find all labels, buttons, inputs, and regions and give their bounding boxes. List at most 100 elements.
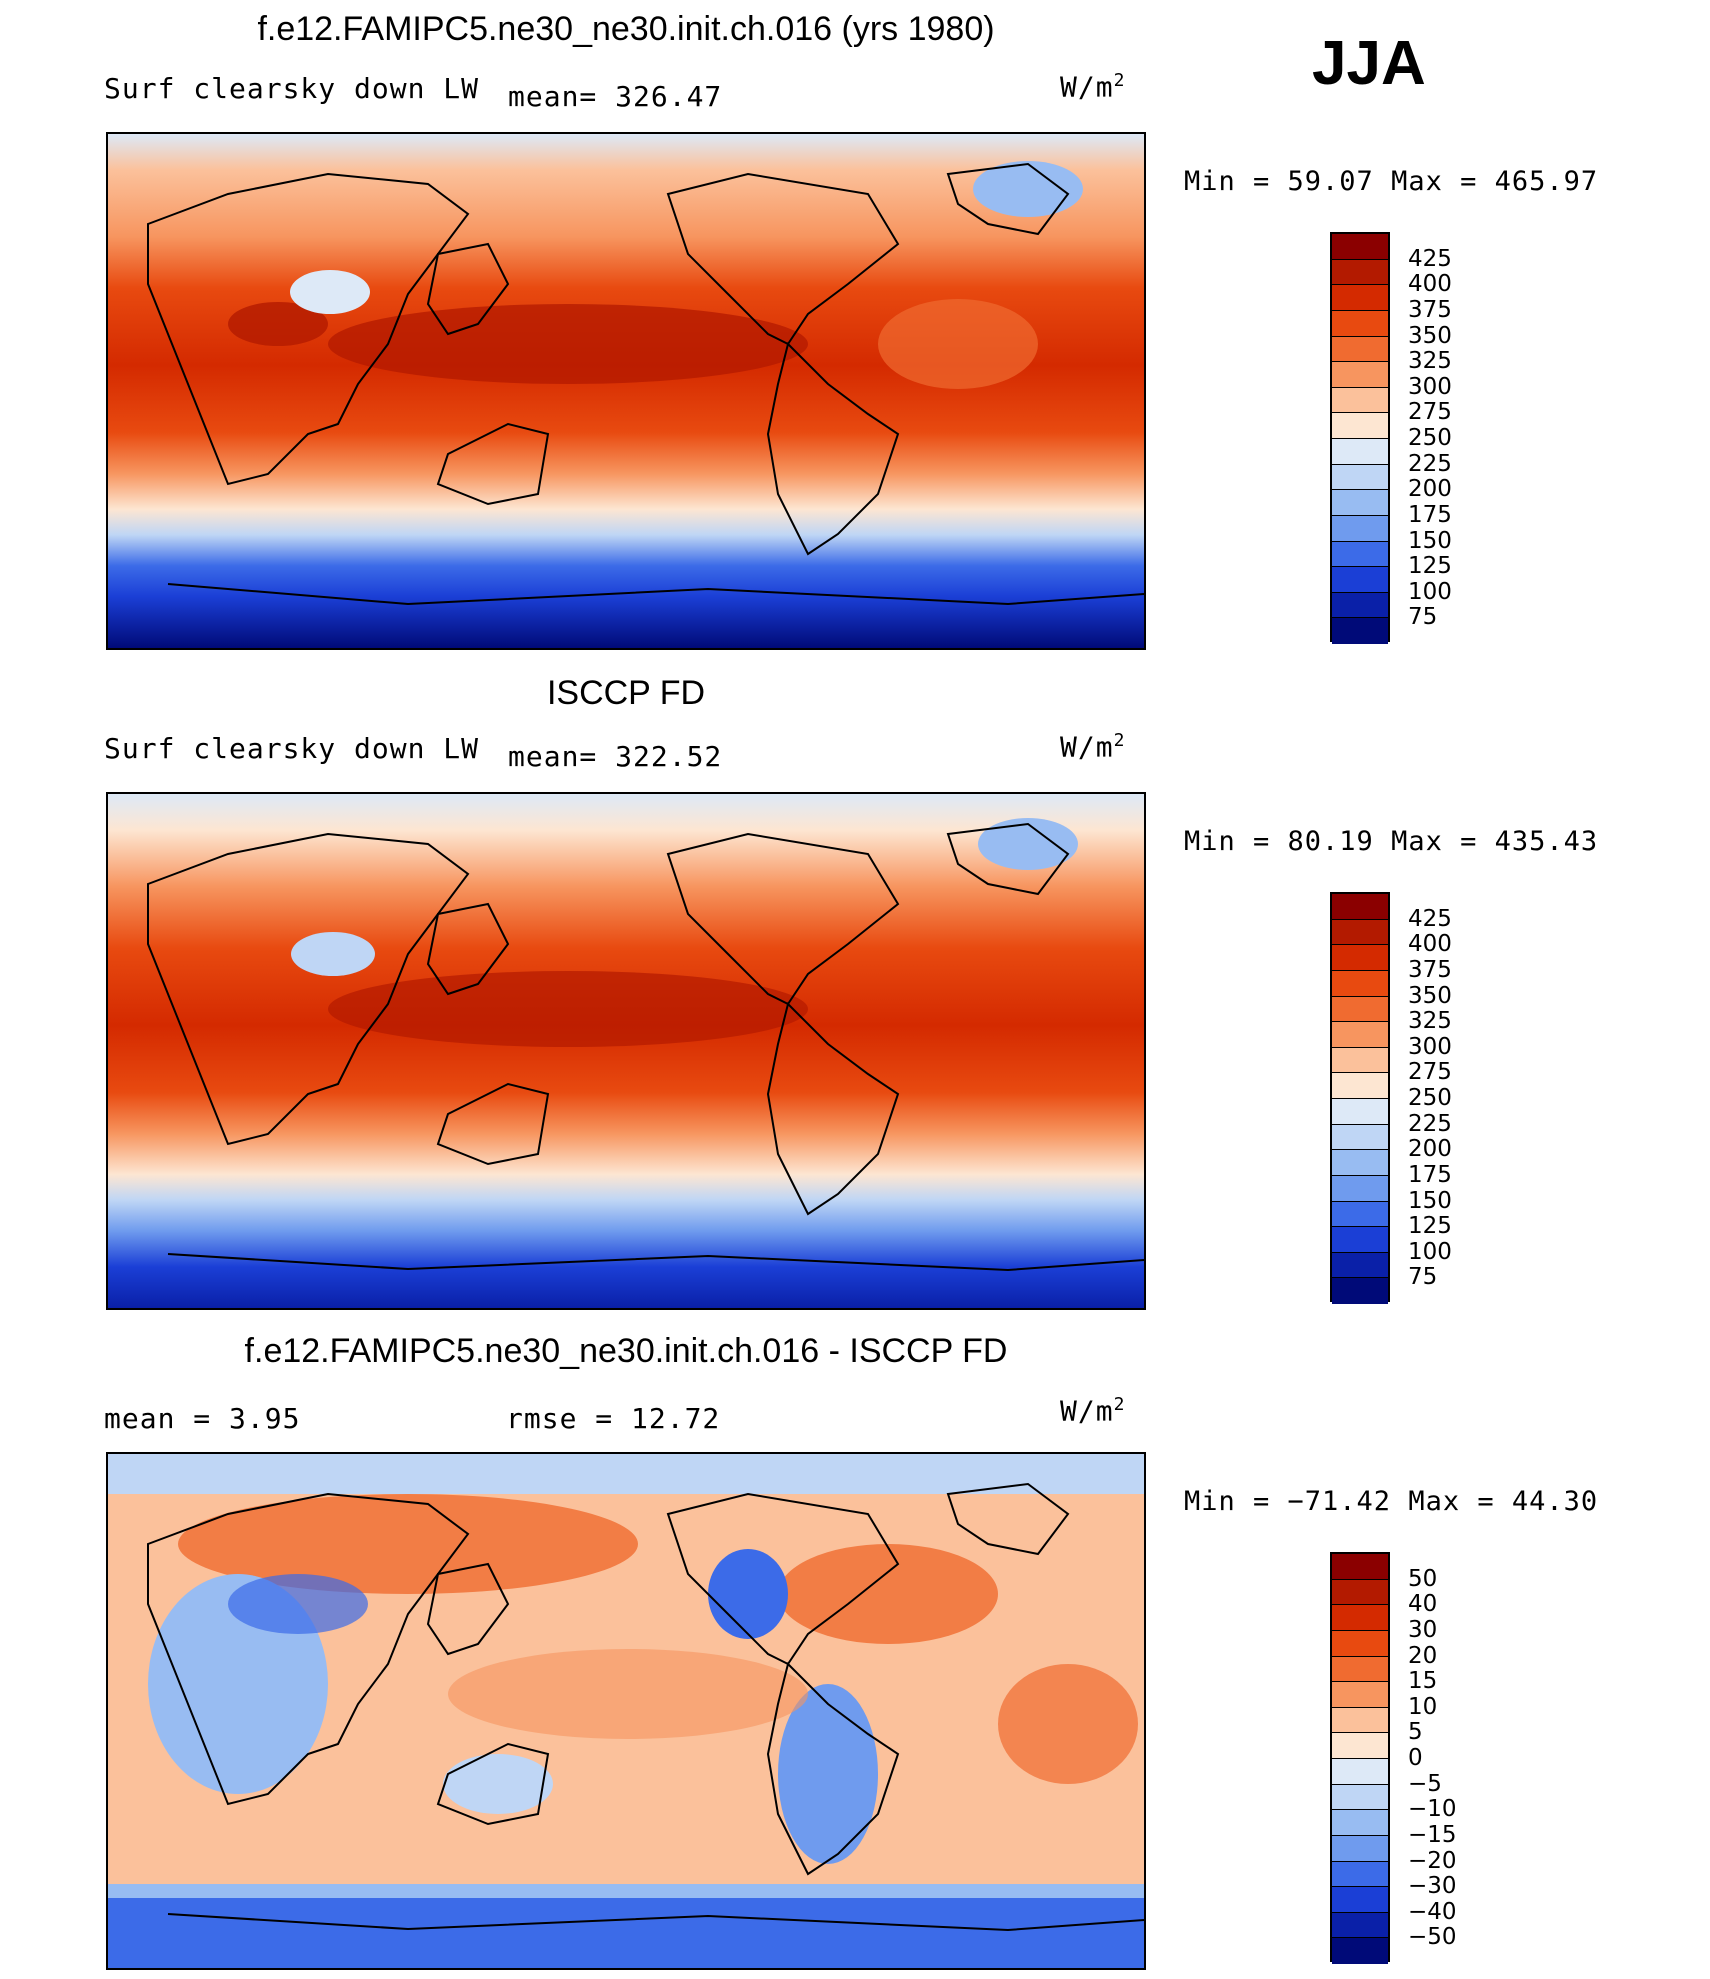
colorbar-swatch [1332,1682,1388,1708]
colorbar-tick-label: 350 [1408,982,1452,1009]
colorbar-swatch [1332,490,1388,516]
colorbar-tick-label: 125 [1408,553,1452,580]
panel-1-map [106,132,1146,650]
colorbar-tick-label: 75 [1408,1264,1438,1291]
colorbar-swatch [1332,1912,1388,1939]
panel-2-map [106,792,1146,1310]
colorbar-swatch [1332,1175,1388,1202]
panel-3-minmax: Min = −71.42 Max = 44.30 [1184,1486,1599,1517]
colorbar-swatch [1332,1938,1388,1964]
colorbar-tick-label: 5 [1408,1719,1423,1746]
colorbar-swatch [1332,1733,1388,1759]
colorbar-swatch [1332,387,1388,414]
colorbar-tick-label: 0 [1408,1745,1423,1771]
colorbar-tick-label: −10 [1408,1796,1457,1823]
colorbar-tick-label: 175 [1408,501,1452,528]
colorbar-tick-label: 250 [1408,1085,1452,1111]
colorbar-tick-label: 300 [1408,373,1452,400]
colorbar-swatch [1332,1605,1388,1631]
colorbar-tick-label: 325 [1408,1008,1452,1035]
colorbar-tick-label: 175 [1408,1161,1452,1188]
colorbar-swatch [1332,310,1388,337]
colorbar-tick-label: −40 [1408,1898,1457,1925]
colorbar-swatch [1332,567,1388,593]
colorbar-tick-label: 200 [1408,1136,1452,1163]
colorbar-swatch [1332,1835,1388,1862]
colorbar-swatch [1332,894,1388,920]
colorbar-swatch [1332,1150,1388,1176]
colorbar-tick-label: 15 [1408,1668,1438,1695]
colorbar-swatch [1332,234,1388,260]
panel-3-rmse-label: rmse = 12.72 [506,1402,721,1435]
colorbar-tick-label: 425 [1408,245,1452,272]
colorbar-swatch [1332,259,1388,286]
colorbar-tick-label: 150 [1408,1187,1452,1214]
colorbar-swatch [1332,1630,1388,1657]
colorbar-tick-label: 300 [1408,1033,1452,1060]
colorbar-tick-label: −20 [1408,1847,1457,1874]
colorbar-swatch [1332,996,1388,1023]
panel-1-mean-label: mean= 326.47 [508,80,723,113]
colorbar-tick-label: 400 [1408,931,1452,958]
panel-2-variable-label: Surf clearsky down LW [104,732,480,765]
colorbar-tick-label: 75 [1408,604,1438,631]
colorbar-swatch [1332,1579,1388,1606]
colorbar-swatch [1332,1022,1388,1048]
panel-3-units: W/m2 [1060,1394,1126,1428]
panel-2-units: W/m2 [1060,730,1126,764]
colorbar-swatch [1332,919,1388,946]
panel-2-title: ISCCP FD [546,674,706,712]
colorbar-tick-label: 275 [1408,1059,1452,1086]
colorbar-tick-label: 125 [1408,1213,1452,1240]
colorbar-tick-label: −30 [1408,1873,1457,1900]
colorbar-swatch [1332,1707,1388,1734]
colorbar-tick-label: 150 [1408,527,1452,554]
panel-2-mean-label: mean= 322.52 [508,740,723,773]
colorbar-swatch [1332,970,1388,997]
panel-2-minmax: Min = 80.19 Max = 435.43 [1184,826,1599,857]
colorbar-swatch [1332,362,1388,388]
panel-1-variable-label: Surf clearsky down LW [104,72,480,105]
colorbar-tick-label: 425 [1408,905,1452,932]
colorbar-tick-label: 100 [1408,1238,1452,1265]
colorbar-tick-label: 275 [1408,399,1452,426]
colorbar-swatch [1332,1073,1388,1099]
colorbar-swatch [1332,464,1388,491]
panel-1-title: f.e12.FAMIPC5.ne30_ne30.init.ch.016 (yrs… [257,10,995,48]
colorbar-swatch [1332,1784,1388,1811]
season-label: JJA [1312,29,1426,98]
colorbar-swatch [1332,618,1388,644]
colorbar-tick-label: 50 [1408,1565,1438,1592]
colorbar-tick-label: −50 [1408,1924,1457,1951]
colorbar-tick-label: 40 [1408,1591,1438,1618]
colorbar-tick-label: 400 [1408,271,1452,298]
colorbar-swatch [1332,285,1388,311]
colorbar-swatch [1332,1227,1388,1253]
colorbar-swatch [1332,1887,1388,1913]
colorbar-tick-label: 375 [1408,956,1452,983]
colorbar-tick-label: 200 [1408,476,1452,503]
colorbar-swatch [1332,515,1388,542]
colorbar-tick-label: −5 [1408,1770,1442,1797]
colorbar-swatch [1332,592,1388,619]
panel-1-minmax: Min = 59.07 Max = 465.97 [1184,166,1599,197]
colorbar-tick-label: 375 [1408,296,1452,323]
colorbar-tick-label: 30 [1408,1616,1438,1643]
colorbar-swatch [1332,1278,1388,1304]
panel-1-units: W/m2 [1060,70,1126,104]
colorbar-swatch [1332,336,1388,363]
colorbar-swatch [1332,1047,1388,1074]
colorbar-swatch [1332,413,1388,439]
colorbar-tick-label: −15 [1408,1821,1457,1848]
colorbar-swatch [1332,1252,1388,1279]
colorbar-swatch [1332,945,1388,971]
colorbar-tick-label: 10 [1408,1693,1438,1720]
panel-3-mean-label: mean = 3.95 [104,1402,301,1435]
colorbar-swatch [1332,1554,1388,1580]
colorbar-swatch [1332,1201,1388,1228]
colorbar-swatch [1332,1656,1388,1683]
panel-3-title: f.e12.FAMIPC5.ne30_ne30.init.ch.016 - IS… [244,1332,1008,1370]
colorbar-swatch [1332,1810,1388,1836]
colorbar-tick-label: 100 [1408,578,1452,605]
colorbar-tick-label: 225 [1408,1110,1452,1137]
